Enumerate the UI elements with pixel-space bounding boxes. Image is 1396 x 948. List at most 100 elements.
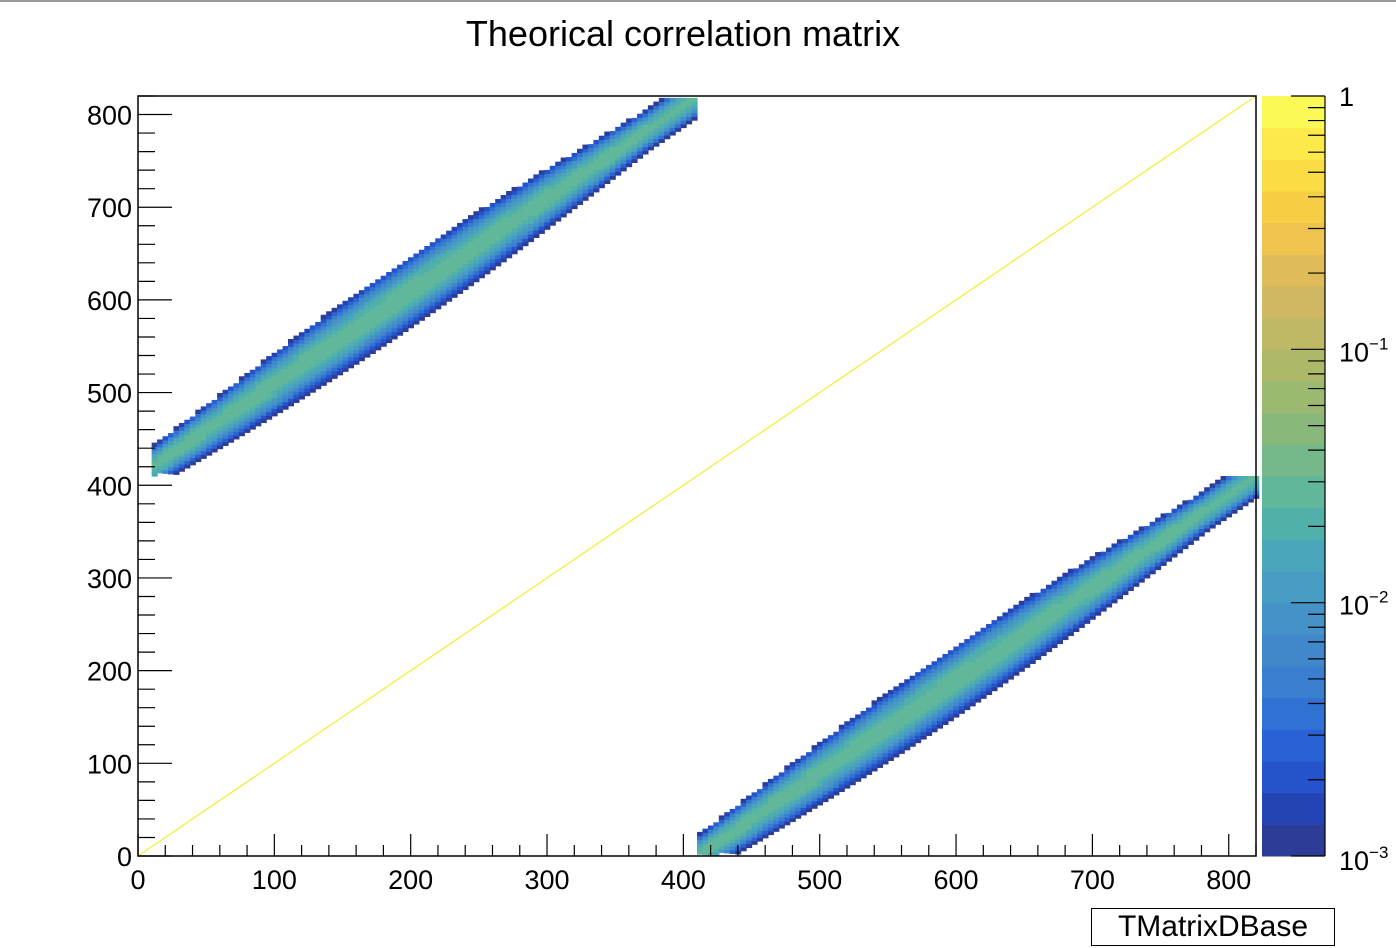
heatmap-cell (593, 184, 600, 189)
heatmap-cell (1018, 626, 1025, 632)
heatmap-cell (244, 402, 251, 407)
heatmap-cell (751, 807, 758, 812)
heatmap-cell (397, 286, 404, 292)
heatmap-cell (1247, 490, 1254, 496)
heatmap-cell (517, 208, 524, 214)
heatmap-cell (1046, 584, 1053, 590)
heatmap-cell (375, 279, 382, 284)
heatmap-cell (980, 668, 987, 673)
heatmap-cell (467, 244, 474, 250)
heatmap-cell (277, 408, 284, 414)
heatmap-cell (178, 463, 185, 469)
heatmap-cell (478, 262, 485, 268)
heatmap-cell (800, 811, 807, 816)
heatmap-cell (680, 108, 687, 114)
heatmap-cell (315, 340, 322, 345)
heatmap-cell (920, 698, 927, 703)
heatmap-cell (413, 301, 420, 307)
heatmap-cell (244, 413, 251, 419)
heatmap-cell (566, 208, 573, 214)
heatmap-cell (309, 366, 316, 371)
heatmap-cell (1166, 542, 1173, 547)
heatmap-cell (287, 338, 295, 344)
heatmap-cell (233, 431, 240, 436)
heatmap-cell (827, 746, 834, 751)
heatmap-cell (544, 188, 551, 193)
heatmap-cell (729, 846, 736, 851)
heatmap-cell (587, 192, 594, 197)
heatmap-cell (538, 207, 545, 212)
heatmap-cell (478, 214, 485, 219)
heatmap-cell (1236, 505, 1243, 510)
heatmap-cell (713, 840, 720, 846)
heatmap-cell (947, 683, 954, 688)
heatmap-cell (942, 716, 949, 722)
heatmap-cell (413, 309, 420, 314)
heatmap-cell (871, 741, 878, 746)
heatmap-cell (631, 117, 638, 123)
heatmap-cell (849, 721, 856, 726)
heatmap-cell (1106, 573, 1113, 578)
heatmap-cell (980, 683, 987, 688)
heatmap-cell (358, 330, 365, 336)
heatmap-cell (1149, 521, 1156, 527)
heatmap-cell (446, 267, 453, 273)
heatmap-cell (1215, 483, 1222, 488)
heatmap-cell (582, 166, 589, 172)
heatmap-cell (397, 290, 404, 295)
heatmap-cell (784, 787, 791, 792)
heatmap-cell (991, 686, 998, 692)
heatmap-cell (484, 251, 491, 256)
heatmap-cell (1166, 520, 1173, 525)
heatmap-cell (407, 279, 415, 284)
heatmap-cell (364, 308, 371, 314)
heatmap-cell (555, 217, 562, 222)
heatmap-cell (1106, 547, 1113, 552)
heatmap-cell (1073, 616, 1080, 621)
heatmap-cell (233, 412, 240, 418)
heatmap-cell (1187, 522, 1194, 527)
heatmap-cell (1013, 623, 1020, 628)
heatmap-cell (407, 320, 415, 325)
heatmap-cell (538, 214, 545, 220)
heatmap-cell (195, 424, 202, 429)
heatmap-cell (478, 251, 485, 257)
heatmap-cell (511, 201, 518, 207)
heatmap-cell (1056, 580, 1063, 585)
heatmap-cell (1002, 638, 1009, 643)
heatmap-cell (347, 352, 355, 358)
heatmap-cell (980, 627, 987, 633)
heatmap-cell (871, 711, 878, 716)
heatmap-cell (882, 730, 889, 735)
heatmap-cell (811, 748, 818, 754)
heatmap-cell (1040, 596, 1047, 601)
heatmap-cell (975, 631, 982, 636)
heatmap-cell (1007, 653, 1014, 658)
heatmap-cell (936, 724, 944, 729)
heatmap-cell (893, 723, 900, 728)
heatmap-cell (342, 300, 349, 306)
heatmap-cell (811, 789, 818, 794)
heatmap-cell (522, 189, 529, 195)
heatmap-cell (298, 350, 305, 356)
heatmap-cell (429, 253, 436, 258)
heatmap-cell (478, 255, 485, 260)
heatmap-cell (1149, 540, 1156, 545)
heatmap-cell (893, 745, 900, 751)
heatmap-cell (898, 723, 905, 728)
heatmap-cell (1056, 587, 1063, 593)
heatmap-cell (260, 389, 267, 394)
heatmap-cell (1051, 614, 1058, 619)
heatmap-cell (795, 799, 802, 804)
heatmap-cell (1133, 563, 1140, 569)
heatmap-cell (429, 308, 436, 314)
heatmap-cell (429, 242, 436, 247)
heatmap-cell (287, 353, 295, 359)
heatmap-cell (555, 191, 562, 196)
heatmap-cell (713, 848, 720, 853)
heatmap-cell (647, 134, 654, 140)
heatmap-cell (489, 206, 496, 212)
heatmap-cell (1013, 608, 1020, 613)
heatmap-cell (407, 316, 415, 321)
heatmap-cell (964, 676, 971, 681)
